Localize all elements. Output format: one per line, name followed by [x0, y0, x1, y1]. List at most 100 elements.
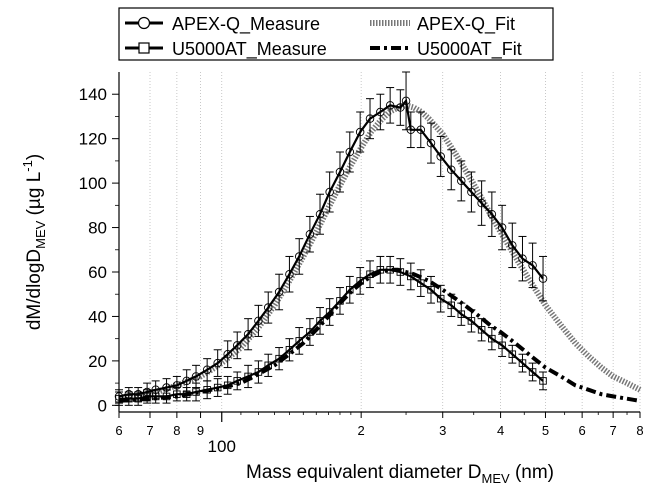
- data-point-square: [325, 308, 334, 316]
- series-line: [119, 268, 544, 400]
- data-point-square: [162, 392, 171, 401]
- series-U5000AT_Fit: [118, 267, 641, 403]
- data-point-square: [182, 390, 191, 398]
- data-point-circle: [477, 198, 486, 208]
- data-point-square: [508, 350, 517, 358]
- x-major-tick-label: 100: [208, 437, 236, 456]
- legend-label-u5000-fit: U5000AT_Fit: [417, 39, 522, 60]
- x-tick-label: 7: [610, 423, 617, 438]
- y-axis-title-sup: -1: [20, 160, 35, 172]
- data-point-square: [143, 392, 151, 401]
- series-APEX-Q_Measure: [114, 71, 548, 404]
- y-tick-label: 20: [88, 352, 107, 371]
- data-point-square: [366, 270, 374, 278]
- y-tick-label: 60: [88, 263, 107, 282]
- data-point-square: [467, 317, 476, 325]
- data-point-circle: [294, 252, 304, 261]
- data-point-square: [498, 341, 506, 350]
- y-axis-title-end: ): [24, 154, 45, 160]
- data-point-square: [477, 326, 486, 334]
- data-point-circle: [376, 107, 385, 117]
- data-point-square: [457, 310, 466, 318]
- data-point-circle: [274, 287, 284, 297]
- legend-entry-apex-fit: APEX-Q_Fit: [370, 14, 515, 35]
- data-point-square: [223, 381, 232, 390]
- data-point-circle: [213, 358, 222, 368]
- x-tick-label: 4: [497, 423, 504, 438]
- series-line: [118, 102, 642, 402]
- data-point-square: [407, 272, 415, 281]
- data-point-circle: [285, 269, 294, 279]
- data-point-square: [436, 294, 445, 303]
- y-tick-label: 100: [79, 174, 107, 193]
- series-line: [118, 267, 641, 403]
- data-point-square: [134, 394, 142, 403]
- x-tick-label: 8: [636, 423, 643, 438]
- data-point-circle: [355, 127, 365, 137]
- data-point-circle: [385, 101, 395, 110]
- legend-entry-u5000-fit: U5000AT_Fit: [370, 39, 522, 60]
- data-point-square: [518, 359, 527, 367]
- x-tick-label: 7: [146, 423, 153, 438]
- legend-label-apex-measure: APEX-Q_Measure: [172, 14, 320, 35]
- y-tick-label: 40: [88, 307, 107, 326]
- data-point-square: [173, 390, 181, 398]
- series-APEX-Q_Fit: [118, 102, 642, 402]
- data-point-square: [203, 386, 211, 394]
- data-point-square: [356, 277, 364, 285]
- data-point-square: [417, 279, 425, 287]
- data-point-circle: [467, 187, 476, 197]
- data-point-square: [376, 266, 385, 274]
- x-tick-label: 5: [542, 423, 549, 438]
- data-point-square: [151, 392, 160, 401]
- data-point-circle: [508, 241, 517, 250]
- data-point-circle: [401, 96, 411, 106]
- data-point-circle: [457, 176, 466, 186]
- data-point-square: [233, 377, 241, 385]
- x-tick-label: 2: [358, 423, 365, 438]
- y-axis-title: dM/dlogDMEV (µg L-1): [20, 154, 48, 330]
- legend: APEX-Q_Measure APEX-Q_Fit U5000AT_Measur…: [118, 7, 554, 61]
- data-point-circle: [396, 103, 405, 112]
- series-line: [118, 98, 544, 398]
- legend-entry-u5000-measure: U5000AT_Measure: [125, 39, 327, 60]
- legend-marker-circle: [137, 16, 151, 30]
- data-point-circle: [487, 209, 497, 219]
- data-point-circle: [191, 372, 201, 381]
- data-point-square: [336, 297, 344, 305]
- x-axis-title: Mass equivalent diameter DMEV (nm): [246, 462, 554, 486]
- data-point-square: [488, 334, 496, 343]
- data-point-circle: [202, 365, 212, 375]
- data-point-square: [316, 317, 324, 325]
- x-tick-label: 6: [579, 423, 586, 438]
- data-point-circle: [447, 165, 456, 175]
- x-tick-label: 6: [115, 423, 122, 438]
- data-point-square: [192, 388, 200, 396]
- legend-label-u5000-measure: U5000AT_Measure: [172, 39, 327, 60]
- axes: [118, 72, 640, 413]
- data-point-square: [213, 383, 222, 392]
- data-point-square: [244, 372, 252, 381]
- tick-layer: 6 7 8 9 2 3 4 5 6 7 8 100 0 20 40 60 80 100 120 140: [79, 85, 644, 456]
- data-point-circle: [497, 223, 507, 232]
- data-point-square: [386, 266, 394, 274]
- data-point-square: [306, 328, 314, 336]
- data-point-square: [528, 368, 537, 376]
- x-axis-title-main: Mass equivalent diameter D: [246, 462, 482, 483]
- data-point-circle: [335, 167, 345, 177]
- data-point-circle: [345, 147, 355, 157]
- x-tick-label: 9: [197, 423, 204, 438]
- x-tick-label: 3: [439, 423, 446, 438]
- data-point-circle: [528, 261, 537, 270]
- legend-marker-square: [138, 42, 150, 54]
- data-point-square: [539, 377, 547, 385]
- y-axis-title-tail: (µg L: [24, 172, 45, 221]
- data-point-circle: [365, 114, 375, 123]
- data-point-circle: [182, 376, 191, 386]
- data-point-circle: [436, 152, 445, 161]
- data-point-square: [285, 346, 294, 354]
- data-point-square: [447, 301, 456, 310]
- data-point-circle: [223, 349, 232, 359]
- data-point-square: [346, 286, 354, 294]
